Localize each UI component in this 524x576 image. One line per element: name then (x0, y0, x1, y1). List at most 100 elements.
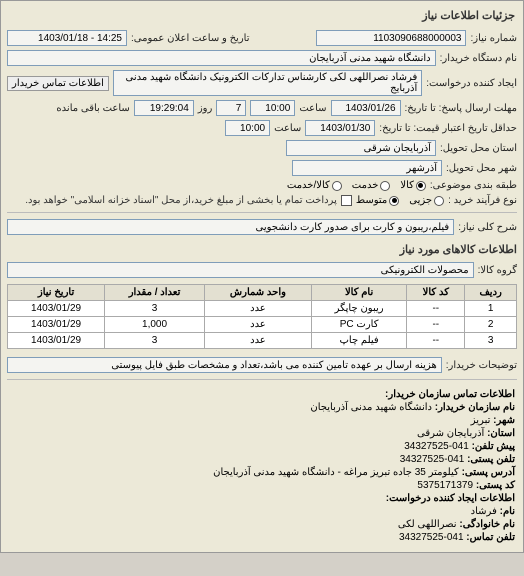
remain-label: ساعت باقی مانده (56, 103, 129, 114)
table-cell: 1,000 (105, 317, 205, 333)
purchase-radio-group: جزیی متوسط (356, 195, 444, 206)
requester-field: فرشاد نصراللهی لکی کارشناس تدارکات الکتر… (113, 70, 422, 96)
table-cell: عدد (204, 301, 311, 317)
addr-label: آدرس پستی: (462, 467, 515, 478)
buyer-field: دانشگاه شهید مدنی آذربایجان (7, 50, 436, 66)
buyer-contact-button[interactable]: اطلاعات تماس خریدار (7, 76, 109, 91)
table-cell: 1403/01/29 (8, 301, 105, 317)
table-cell: -- (407, 333, 465, 349)
contact-city-label: شهر: (493, 415, 515, 426)
announce-label: تاریخ و ساعت اعلان عمومی: (131, 33, 250, 44)
items-header: اطلاعات کالاهای مورد نیاز (7, 237, 517, 260)
table-header: تعداد / مقدار (105, 285, 205, 301)
post-label: کد پستی: (476, 480, 515, 491)
table-cell: 1 (465, 301, 517, 317)
deadline-date-field: 1403/01/26 (331, 100, 401, 116)
family-label: نام خانوادگی: (459, 519, 515, 530)
table-cell: 3 (105, 333, 205, 349)
table-cell: 1403/01/29 (8, 317, 105, 333)
table-header: ردیف (465, 285, 517, 301)
radio-icon (332, 181, 342, 191)
table-cell: -- (407, 317, 465, 333)
contact-province-label: استان: (487, 428, 515, 439)
table-header: تاریخ نیاز (8, 285, 105, 301)
announce-field: 14:25 - 1403/01/18 (7, 30, 127, 46)
class-radio-goods[interactable]: کالا (400, 180, 426, 191)
class-radio-both[interactable]: کالا/خدمت (287, 180, 342, 191)
radio-icon (389, 196, 399, 206)
table-cell: -- (407, 301, 465, 317)
contact-city-value: تبریز (471, 415, 491, 426)
table-cell: فیلم چاپ (311, 333, 406, 349)
validity-label: حداقل تاریخ اعتبار قیمت: تا تاریخ: (379, 123, 517, 134)
contact-header: اطلاعات تماس سازمان خریدار: (385, 389, 515, 400)
contact-phone-label: تلفن تماس: (466, 532, 515, 543)
buyer-notes-field: هزینه ارسال بر عهده تامین کننده می باشد،… (7, 357, 442, 373)
contact-province-value: آذربایجان شرقی (417, 428, 484, 439)
phone-label: تلفن پستی: (467, 454, 515, 465)
addr-value: کیلومتر 35 جاده تبریز مراغه - دانشگاه شه… (213, 467, 459, 478)
req-contact-header: اطلاعات ایجاد کننده درخواست: (386, 493, 515, 504)
radio-icon (416, 181, 426, 191)
purchase-note: پرداخت تمام یا بخشی از مبلغ خرید،از محل … (25, 195, 337, 206)
purchase-radio-medium[interactable]: متوسط (356, 195, 399, 206)
name-value: فرشاد (471, 506, 497, 517)
deadline-time-field: 10:00 (250, 100, 295, 116)
name-label: نام: (500, 506, 515, 517)
radio-icon (434, 196, 444, 206)
phone-prev-value: 041-34327525 (404, 441, 469, 452)
desc-label: شرح کلی نیاز: (458, 222, 517, 233)
purchase-type-label: نوع فرآیند خرید : (448, 195, 517, 206)
class-radio-service-label: خدمت (352, 180, 379, 191)
items-table: ردیفکد کالانام کالاواحد شمارشتعداد / مقد… (7, 284, 517, 349)
table-cell: 2 (465, 317, 517, 333)
buyer-label: نام دستگاه خریدار: (440, 53, 517, 64)
desc-field: فیلم،ریبون و کارت برای صدور کارت دانشجوی… (7, 219, 454, 235)
phone-prev-label: پیش تلفن: (472, 441, 515, 452)
org-label: نام سازمان خریدار: (435, 402, 515, 413)
req-no-field: 1103090688000003 (316, 30, 466, 46)
table-cell: 3 (105, 301, 205, 317)
table-row: 2--کارت PCعدد1,0001403/01/29 (8, 317, 517, 333)
city-field: آذرشهر (292, 160, 442, 176)
validity-date-field: 1403/01/30 (305, 120, 375, 136)
table-header: نام کالا (311, 285, 406, 301)
treasury-checkbox[interactable] (341, 195, 352, 206)
days-label: روز (198, 103, 213, 114)
contact-phone-value: 041-34327525 (399, 532, 464, 543)
city-label: شهر محل تحویل: (446, 163, 517, 174)
deadline-time-label: ساعت (299, 103, 326, 114)
table-cell: کارت PC (311, 317, 406, 333)
validity-time-field: 10:00 (225, 120, 270, 136)
post-value: 5375171379 (417, 480, 473, 491)
req-no-label: شماره نیاز: (470, 33, 517, 44)
phone-value: 041-34327525 (400, 454, 465, 465)
class-radio-goods-label: کالا (400, 180, 414, 191)
table-cell: 3 (465, 333, 517, 349)
validity-time-label: ساعت (274, 123, 301, 134)
deadline-label: مهلت ارسال پاسخ: تا تاریخ: (405, 103, 517, 114)
group-label: گروه کالا: (478, 265, 517, 276)
class-radio-both-label: کالا/خدمت (287, 180, 330, 191)
table-cell: 1403/01/29 (8, 333, 105, 349)
class-radio-service[interactable]: خدمت (352, 180, 391, 191)
family-value: نصراللهی لکی (398, 519, 457, 530)
requester-label: ایجاد کننده درخواست: (426, 78, 517, 89)
purchase-radio-minor[interactable]: جزیی (409, 195, 444, 206)
radio-icon (380, 181, 390, 191)
table-row: 3--فیلم چاپعدد31403/01/29 (8, 333, 517, 349)
table-header: واحد شمارش (204, 285, 311, 301)
province-label: استان محل تحویل: (440, 143, 517, 154)
table-row: 1--ریبون چاپگرعدد31403/01/29 (8, 301, 517, 317)
table-cell: عدد (204, 317, 311, 333)
table-header: کد کالا (407, 285, 465, 301)
class-radio-group: کالا خدمت کالا/خدمت (287, 180, 426, 191)
group-field: محصولات الکترونیکی (7, 262, 474, 278)
remain-field: 19:29:04 (134, 100, 194, 116)
org-value: دانشگاه شهید مدنی آذربایجان (310, 402, 432, 413)
table-cell: ریبون چاپگر (311, 301, 406, 317)
page-title: جزئیات اطلاعات نیاز (7, 5, 517, 28)
purchase-radio-minor-label: جزیی (409, 195, 432, 206)
purchase-radio-medium-label: متوسط (356, 195, 387, 206)
class-label: طبقه بندی موضوعی: (430, 180, 517, 191)
